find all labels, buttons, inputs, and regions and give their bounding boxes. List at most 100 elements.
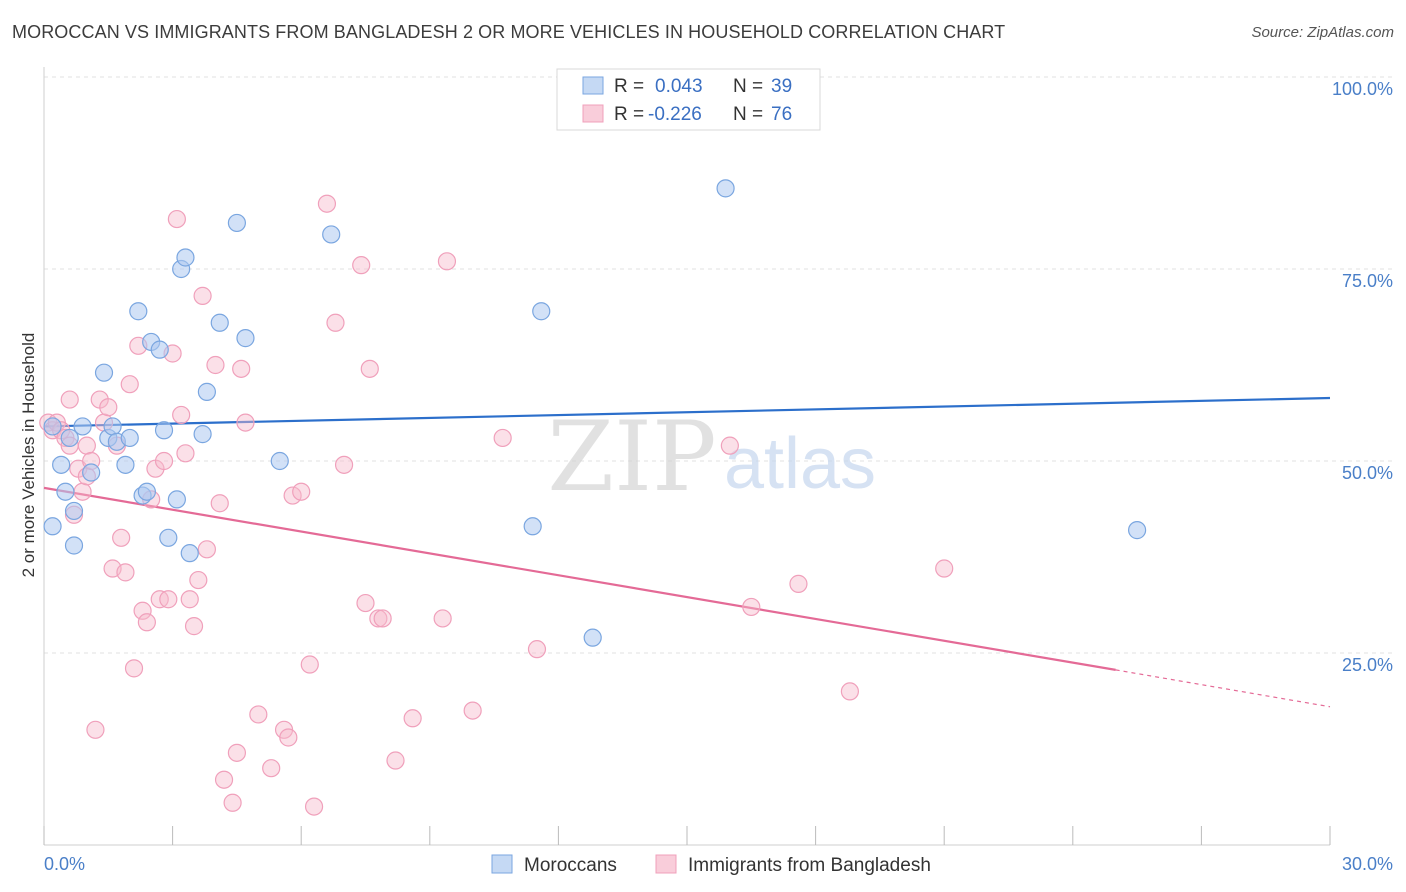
- point-bangladesh: [437, 252, 457, 271]
- point-bangladesh: [60, 390, 79, 409]
- point-moroccans: [56, 482, 75, 501]
- point-moroccans: [43, 517, 62, 536]
- point-moroccans: [116, 455, 135, 474]
- y-tick-label: 50.0%: [1342, 463, 1393, 483]
- source-credit: Source: ZipAtlas.com: [1251, 24, 1394, 41]
- point-bangladesh: [360, 359, 379, 378]
- axes: [43, 67, 1331, 846]
- watermark-atlas: atlas: [724, 424, 876, 504]
- point-moroccans: [103, 417, 122, 436]
- trend-line-series-0: [43, 396, 1331, 428]
- y-tick-label: 25.0%: [1342, 655, 1393, 675]
- point-bangladesh: [386, 751, 405, 770]
- point-moroccans: [716, 179, 735, 198]
- point-moroccans: [193, 425, 212, 444]
- watermark-zip: ZIP: [547, 401, 716, 513]
- x-tick-label-min: 0.0%: [44, 854, 85, 874]
- point-bangladesh: [189, 570, 208, 590]
- point-moroccans: [60, 428, 79, 448]
- point-moroccans: [236, 329, 255, 348]
- point-bangladesh: [133, 601, 152, 620]
- y-tick-labels: 25.0% 50.0% 75.0% 100.0%: [1332, 79, 1393, 675]
- legend-label-bangladesh: Immigrants from Bangladesh: [688, 855, 931, 876]
- point-bangladesh: [249, 705, 268, 724]
- point-bangladesh: [124, 659, 144, 678]
- point-moroccans: [64, 501, 84, 521]
- point-bangladesh: [227, 743, 246, 762]
- stats-swatch-bangladesh: [582, 104, 604, 123]
- point-moroccans: [176, 248, 195, 267]
- point-bangladesh: [137, 613, 156, 632]
- point-moroccans: [43, 417, 62, 436]
- series-legend: Moroccans Immigrants from Bangladesh: [491, 854, 931, 876]
- point-moroccans: [167, 490, 186, 509]
- trend-lines: [43, 396, 1331, 708]
- point-bangladesh: [326, 313, 345, 332]
- point-moroccans: [210, 313, 229, 332]
- point-moroccans: [150, 340, 169, 359]
- point-moroccans: [82, 463, 101, 482]
- point-bangladesh: [300, 655, 319, 674]
- point-moroccans: [137, 482, 156, 501]
- point-bangladesh: [433, 609, 452, 628]
- point-bangladesh: [112, 528, 131, 547]
- point-bangladesh: [77, 436, 96, 455]
- point-bangladesh: [304, 797, 324, 816]
- point-bangladesh: [197, 540, 216, 559]
- point-moroccans: [197, 382, 216, 401]
- point-bangladesh: [840, 682, 859, 701]
- point-moroccans: [583, 628, 602, 647]
- point-bangladesh: [527, 640, 547, 659]
- point-bangladesh: [334, 455, 354, 474]
- point-moroccans: [270, 451, 289, 471]
- stats-r-label-1: R =: [614, 76, 644, 97]
- point-bangladesh: [463, 701, 482, 720]
- point-moroccans: [129, 302, 148, 321]
- point-bangladesh: [214, 770, 234, 789]
- point-bangladesh: [742, 597, 761, 617]
- point-bangladesh: [493, 428, 512, 448]
- point-bangladesh: [116, 563, 135, 582]
- point-moroccans: [120, 428, 139, 448]
- point-bangladesh: [120, 375, 139, 394]
- point-bangladesh: [73, 482, 92, 501]
- point-bangladesh: [154, 451, 174, 471]
- point-bangladesh: [223, 793, 242, 812]
- point-moroccans: [180, 544, 199, 563]
- stats-r-value-2: -0.226: [648, 104, 702, 125]
- point-moroccans: [322, 225, 341, 244]
- legend-label-moroccans: Moroccans: [524, 855, 617, 876]
- data-points: [39, 179, 1147, 816]
- stats-n-value-1: 39: [771, 76, 792, 97]
- point-bangladesh: [172, 405, 191, 425]
- point-bangladesh: [369, 609, 388, 628]
- point-bangladesh: [184, 617, 204, 636]
- point-bangladesh: [720, 436, 739, 455]
- point-bangladesh: [86, 720, 105, 739]
- point-bangladesh: [352, 256, 371, 275]
- point-moroccans: [94, 363, 114, 382]
- point-bangladesh: [373, 609, 392, 628]
- point-bangladesh: [180, 590, 199, 609]
- point-moroccans: [1127, 521, 1147, 540]
- stats-r-value-1: 0.043: [655, 76, 703, 97]
- point-bangladesh: [317, 194, 337, 213]
- trend-line-dashed-series-1: [1115, 669, 1331, 708]
- legend-swatch-moroccans: [491, 854, 513, 874]
- point-bangladesh: [262, 759, 281, 778]
- point-bangladesh: [356, 593, 375, 613]
- point-moroccans: [523, 517, 542, 536]
- point-bangladesh: [283, 486, 302, 505]
- point-bangladesh: [206, 355, 225, 375]
- point-moroccans: [154, 421, 174, 440]
- point-bangladesh: [292, 482, 311, 501]
- stats-n-label-1: N =: [733, 76, 763, 97]
- point-bangladesh: [232, 359, 251, 378]
- y-tick-label: 75.0%: [1342, 271, 1393, 291]
- stats-legend: R = 0.043 N = 39 R = -0.226 N = 76: [556, 68, 821, 131]
- point-bangladesh: [193, 286, 212, 305]
- point-bangladesh: [403, 709, 422, 728]
- x-tick-label-max: 30.0%: [1342, 854, 1393, 874]
- y-axis-title: 2 or more Vehicles in Household: [19, 333, 38, 578]
